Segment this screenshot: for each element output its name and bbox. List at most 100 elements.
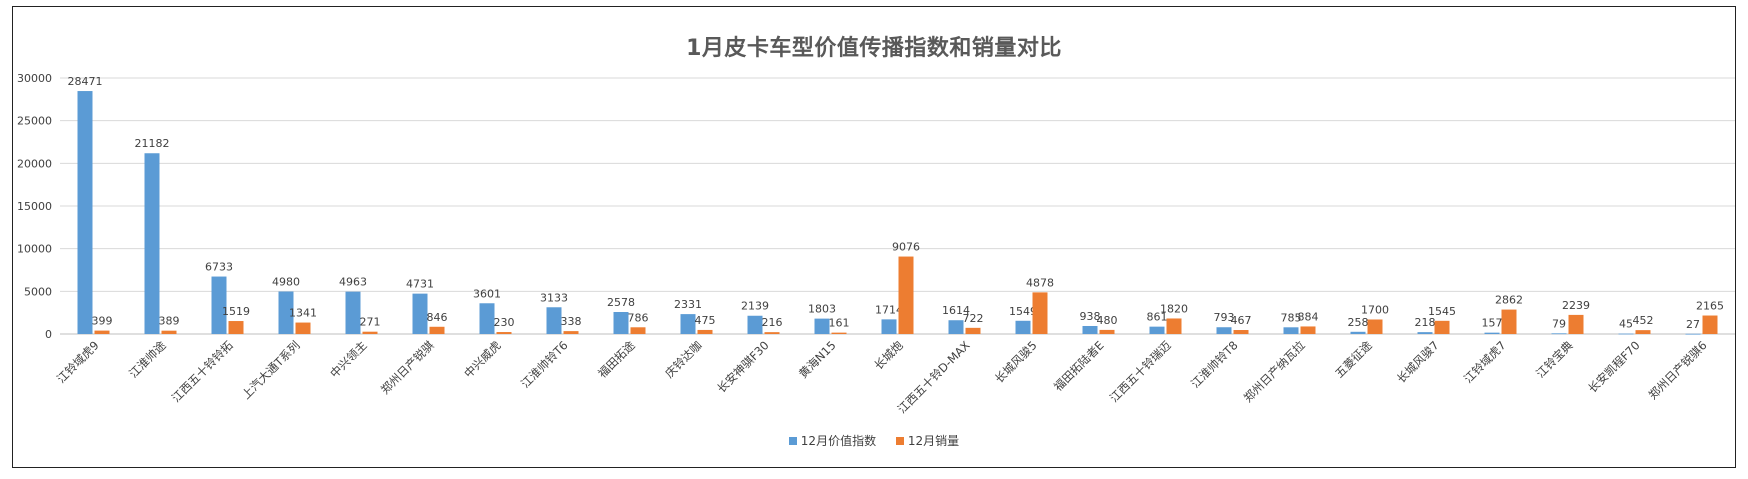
- bar-series-1: [1417, 332, 1433, 334]
- x-tick-label: 长城炮: [871, 338, 906, 373]
- data-label-series-1: 1614: [942, 304, 970, 317]
- bar-series-2: [1099, 329, 1115, 334]
- y-tick-label: 30000: [17, 72, 52, 85]
- bar-series-2: [831, 332, 847, 334]
- legend-item-series-2[interactable]: 12月销量: [895, 432, 959, 449]
- bar-series-2: [1166, 318, 1182, 334]
- bar-series-1: [1082, 325, 1098, 334]
- bar-series-2: [1635, 330, 1651, 334]
- data-label-series-1: 258: [1348, 316, 1369, 329]
- y-tick-label: 25000: [17, 115, 52, 128]
- data-label-series-2: 722: [963, 312, 984, 325]
- data-label-series-1: 4731: [406, 278, 434, 291]
- bar-series-2: [1367, 319, 1383, 334]
- data-label-series-1: 45: [1619, 318, 1633, 331]
- bar-series-1: [1484, 332, 1500, 334]
- data-label-series-1: 2139: [741, 300, 769, 313]
- y-tick-label: 15000: [17, 200, 52, 213]
- data-label-series-2: 389: [159, 315, 180, 328]
- bar-series-1: [1551, 333, 1567, 335]
- data-label-series-1: 3133: [540, 291, 568, 304]
- bar-series-2: [965, 327, 981, 334]
- data-label-series-2: 2862: [1495, 294, 1523, 307]
- data-label-series-1: 79: [1552, 317, 1566, 330]
- bar-series-1: [1216, 327, 1232, 334]
- bar-series-1: [747, 315, 763, 334]
- x-tick-label: 江西五十铃铃拓: [169, 338, 236, 405]
- bar-series-1: [680, 314, 696, 334]
- x-tick-label: 上汽大通T系列: [239, 338, 303, 402]
- data-label-series-2: 1820: [1160, 302, 1188, 315]
- x-tick-label: 江铃域虎7: [1461, 338, 1509, 386]
- chart-title: 1月皮卡车型价值传播指数和销量对比: [686, 36, 1062, 61]
- data-label-series-1: 157: [1482, 317, 1503, 330]
- data-label-series-1: 21182: [135, 137, 170, 150]
- x-tick-label: 江铃宝典: [1533, 338, 1576, 381]
- data-label-series-2: 216: [762, 316, 783, 329]
- x-tick-label: 五菱征途: [1332, 338, 1375, 381]
- data-label-series-1: 4963: [339, 276, 367, 289]
- bar-series-2: [697, 329, 713, 334]
- bar-series-2: [1702, 315, 1718, 334]
- data-label-series-2: 452: [1633, 314, 1654, 327]
- data-label-series-2: 1545: [1428, 305, 1456, 318]
- x-tick-label: 江淮帅途: [126, 338, 169, 381]
- bar-series-1: [948, 320, 964, 334]
- data-label-series-2: 161: [829, 317, 850, 330]
- bar-series-2: [1501, 309, 1517, 334]
- bar-series-1: [77, 91, 93, 334]
- bar-series-2: [1032, 292, 1048, 334]
- data-label-series-2: 1700: [1361, 303, 1389, 316]
- bar-series-1: [613, 312, 629, 334]
- x-tick-label: 江淮帅铃T8: [1188, 338, 1241, 391]
- data-label-series-1: 4980: [272, 276, 300, 289]
- x-tick-label: 江淮帅铃T6: [518, 338, 571, 391]
- data-label-series-1: 3601: [473, 287, 501, 300]
- legend-item-series-1[interactable]: 12月价值指数: [788, 432, 876, 449]
- bar-series-1: [1350, 331, 1366, 334]
- bar-series-1: [211, 276, 227, 334]
- data-label-series-2: 271: [360, 316, 381, 329]
- bar-series-1: [1685, 333, 1701, 335]
- x-tick-label: 郑州日产锐骐6: [1646, 338, 1710, 402]
- data-label-series-1: 785: [1281, 311, 1302, 324]
- data-label-series-2: 846: [427, 311, 448, 324]
- bar-series-2: [764, 332, 780, 334]
- bar-series-1: [1618, 333, 1634, 335]
- bar-series-1: [1015, 320, 1031, 334]
- x-tick-label: 中兴威虎: [461, 338, 503, 380]
- bar-series-1: [881, 319, 897, 334]
- data-label-series-2: 230: [494, 316, 515, 329]
- x-tick-label: 江铃域虎9: [54, 338, 102, 386]
- bar-series-1: [278, 291, 294, 334]
- data-label-series-1: 27: [1686, 318, 1700, 331]
- bar-series-1: [814, 318, 830, 334]
- bar-series-2: [429, 326, 445, 334]
- x-tick-label: 郑州日产纳瓦拉: [1241, 338, 1308, 405]
- data-label-series-2: 786: [628, 311, 649, 324]
- x-tick-label: 福田拓途: [595, 338, 638, 381]
- y-tick-label: 20000: [17, 157, 52, 170]
- data-label-series-2: 475: [695, 314, 716, 327]
- x-tick-label: 黄海N15: [796, 338, 839, 381]
- bar-series-2: [1233, 330, 1249, 334]
- data-label-series-1: 28471: [68, 75, 103, 88]
- data-label-series-1: 793: [1214, 311, 1235, 324]
- data-label-series-1: 2331: [674, 298, 702, 311]
- data-label-series-2: 467: [1231, 314, 1252, 327]
- x-tick-label: 江西五十铃D-MAX: [895, 338, 973, 416]
- x-tick-label: 长城风骏5: [992, 338, 1040, 386]
- data-label-series-1: 6733: [205, 261, 233, 274]
- data-label-series-1: 2578: [607, 296, 635, 309]
- legend-swatch-series-1: [788, 436, 797, 445]
- data-label-series-2: 338: [561, 315, 582, 328]
- x-tick-label: 长城风骏7: [1394, 338, 1442, 386]
- x-tick-label: 郑州日产锐骐: [378, 338, 437, 397]
- x-tick-label: 长安神骐F30: [714, 338, 771, 395]
- bar-series-2: [1568, 314, 1584, 334]
- x-tick-label: 长安凯程F70: [1585, 338, 1642, 395]
- bar-series-2: [630, 327, 646, 334]
- bar-series-1: [345, 291, 361, 334]
- bar-series-2: [362, 331, 378, 334]
